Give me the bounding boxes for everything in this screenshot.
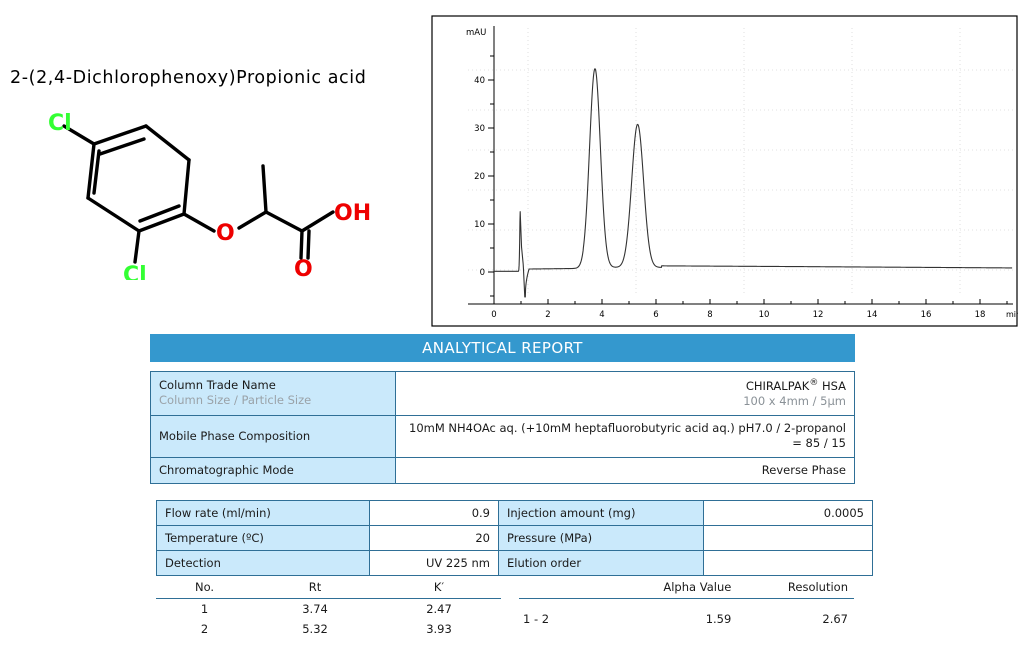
table-row: Column Trade Name Column Size / Particle…: [150, 371, 855, 416]
elution-order-label: Elution order: [498, 550, 704, 577]
x-tick-10: 10: [759, 310, 770, 320]
col-no: No.: [156, 578, 254, 599]
x-tick-18: 18: [975, 310, 986, 320]
temperature-label: Temperature (ºC): [156, 525, 370, 552]
flow-rate-label: Flow rate (ml/min): [156, 500, 370, 527]
chromatogram-plot: 0 10 20 30 40 mAU: [428, 10, 1018, 332]
table-row: 1 - 2 1.59 2.67: [519, 599, 854, 640]
x-tick-8: 8: [707, 310, 712, 320]
table-row: 1 3.74 2.47: [156, 599, 501, 620]
compound-panel: 2-(2,4-Dichlorophenoxy)Propionic acid: [0, 0, 430, 330]
mobile-phase-label: Mobile Phase Composition: [150, 414, 396, 458]
report-banner: ANALYTICAL REPORT: [150, 334, 855, 362]
col-alpha: Alpha Value: [614, 578, 738, 599]
x-tick-14: 14: [867, 310, 878, 320]
peak-k: 2.47: [426, 602, 452, 616]
table-row: Detection UV 225 nm Elution order: [156, 550, 873, 577]
detection-value: UV 225 nm: [369, 550, 499, 577]
plot-grid: [468, 28, 1013, 293]
column-size-value: 100 x 4mm / 5µm: [743, 394, 846, 409]
alpha-value: 1.59: [705, 612, 732, 626]
col-k: K′: [377, 578, 501, 599]
flow-rate-value: 0.9: [369, 500, 499, 527]
col-resolution: Resolution: [737, 578, 854, 599]
column-info-table: Column Trade Name Column Size / Particle…: [150, 371, 855, 485]
chromatogram-trace: [493, 68, 1013, 298]
detection-label: Detection: [156, 550, 370, 577]
column-size-label: Column Size / Particle Size: [159, 393, 312, 408]
results-section: No. Rt K′ 1 3.74 2.47 2 5.32 3.93: [156, 578, 856, 639]
x-tick-0: 0: [491, 310, 496, 320]
table-row: Flow rate (ml/min) 0.9 Injection amount …: [156, 500, 873, 527]
col-rt: Rt: [253, 578, 378, 599]
mobile-phase-value: 10mM NH4OAc aq. (+10mM heptafluorobutyri…: [395, 414, 855, 458]
table-row: Chromatographic Mode Reverse Phase: [150, 456, 855, 485]
elution-order-value: [703, 550, 873, 577]
y-tick-20: 20: [474, 172, 485, 182]
atom-label-ether-oxygen: O: [216, 221, 235, 246]
peak-results-table: No. Rt K′ 1 3.74 2.47 2 5.32 3.93: [156, 578, 501, 639]
atom-label-hydroxyl: OH: [334, 201, 371, 226]
y-tick-40: 40: [474, 76, 485, 86]
registered-trademark-icon: ®: [809, 378, 819, 388]
table-header-row: Alpha Value Resolution: [519, 578, 854, 599]
injection-amount-label: Injection amount (mg): [498, 500, 704, 527]
pair-value: 1 - 2: [523, 612, 550, 626]
x-tick-16: 16: [921, 310, 932, 320]
column-trade-name-label: Column Trade Name: [159, 377, 276, 392]
temperature-value: 20: [369, 525, 499, 552]
pressure-value: [703, 525, 873, 552]
separation-results-table: Alpha Value Resolution 1 - 2 1.59 2.67: [519, 578, 854, 639]
atom-label-carbonyl-oxygen: O: [294, 257, 313, 280]
atom-label-cl-top: Cl: [48, 111, 72, 136]
x-tick-6: 6: [653, 310, 658, 320]
resolution-value: 2.67: [822, 612, 848, 626]
peak-rt: 5.32: [302, 622, 328, 636]
x-tick-2: 2: [545, 310, 550, 320]
y-tick-10: 10: [474, 220, 485, 230]
pressure-label: Pressure (MPa): [498, 525, 704, 552]
peak-k: 3.93: [426, 622, 452, 636]
table-row: Mobile Phase Composition 10mM NH4OAc aq.…: [150, 414, 855, 458]
peak-rt: 3.74: [302, 602, 328, 616]
column-trade-name-value: CHIRALPAK® HSA: [745, 378, 846, 393]
x-tick-12: 12: [813, 310, 824, 320]
chromatographic-mode-label: Chromatographic Mode: [150, 456, 396, 485]
y-tick-30: 30: [474, 124, 485, 134]
atom-label-cl-bottom: Cl: [123, 263, 147, 280]
parameters-table: Flow rate (ml/min) 0.9 Injection amount …: [156, 500, 873, 577]
peak-no: 2: [200, 622, 209, 636]
x-axis-label: min: [1006, 310, 1018, 319]
injection-amount-value: 0.0005: [703, 500, 873, 527]
table-row: Temperature (ºC) 20 Pressure (MPa): [156, 525, 873, 552]
analytical-report-section: ANALYTICAL REPORT Column Trade Name Colu…: [150, 334, 873, 577]
page-title: 2-(2,4-Dichlorophenoxy)Propionic acid: [10, 68, 367, 88]
col-pair: [519, 578, 615, 599]
x-tick-4: 4: [599, 310, 604, 320]
y-axis-label: mAU: [466, 28, 486, 38]
chromatographic-mode-value: Reverse Phase: [395, 456, 855, 485]
table-header-row: No. Rt K′: [156, 578, 501, 599]
peak-no: 1: [200, 602, 209, 616]
chemical-structure-diagram: Cl Cl O O OH: [48, 100, 388, 280]
table-row: 2 5.32 3.93: [156, 619, 501, 639]
y-tick-0: 0: [480, 268, 485, 278]
